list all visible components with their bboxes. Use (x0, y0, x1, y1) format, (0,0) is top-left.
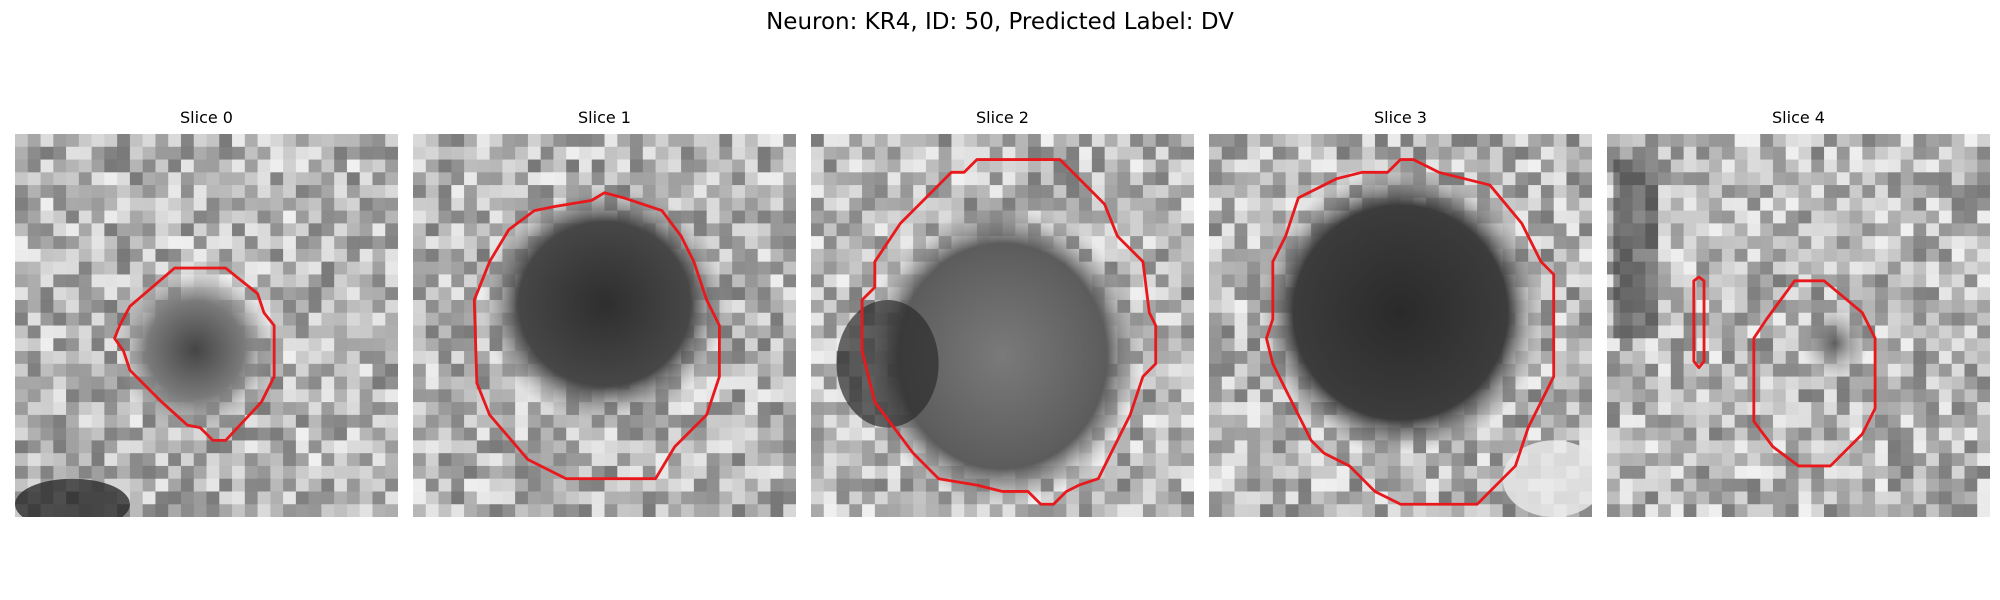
cell-contour-2 (860, 158, 1158, 506)
slice-image-0 (15, 134, 398, 517)
slice-panel-3: Slice 3 (1209, 108, 1592, 517)
cell-contour-4a (1692, 275, 1706, 370)
slice-image-1 (413, 134, 796, 517)
slice-panel-4: Slice 4 (1607, 108, 1990, 517)
cell-contour-1 (472, 191, 721, 481)
bright-corner-3 (1502, 440, 1592, 517)
figure-title: Neuron: KR4, ID: 50, Predicted Label: DV (766, 9, 1234, 35)
slice-image-3 (1209, 134, 1592, 517)
slice-title-3: Slice 3 (1374, 108, 1427, 127)
dark-blob-0 (85, 223, 316, 454)
noise-layer-0 (15, 134, 398, 517)
cell-contour-3 (1265, 158, 1556, 506)
cell-contour-0 (113, 266, 276, 442)
slice-panel-0: Slice 0 (15, 108, 398, 517)
slice-title-2: Slice 2 (976, 108, 1029, 127)
dark-blob-1 (451, 165, 758, 460)
slice-panel-2: Slice 2 (811, 108, 1194, 517)
slice-image-4 (1607, 134, 1990, 517)
cell-contour-4b (1752, 279, 1877, 468)
dark-blob-3 (1234, 153, 1567, 486)
slice-title-1: Slice 1 (578, 108, 631, 127)
dark-blob-4 (1747, 255, 1901, 422)
slice-image-2 (811, 134, 1194, 517)
slice-panel-1: Slice 1 (413, 108, 796, 517)
slice-title-4: Slice 4 (1772, 108, 1825, 127)
dark-band-4 (1613, 159, 1659, 339)
dark-edge-2 (836, 299, 939, 428)
dark-blob-2 (836, 159, 1169, 517)
slice-title-0: Slice 0 (180, 108, 233, 127)
dark-patch-0 (15, 478, 130, 517)
